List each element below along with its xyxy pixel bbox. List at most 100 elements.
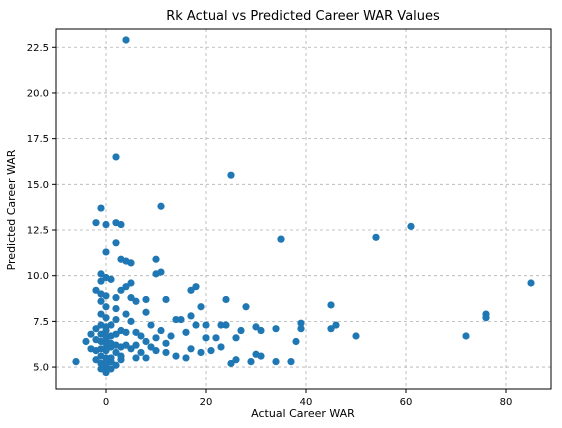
data-point <box>97 204 105 212</box>
y-axis-label: Predicted Career WAR <box>5 149 18 270</box>
data-point <box>122 328 130 336</box>
data-point <box>97 352 105 360</box>
data-point <box>102 292 110 300</box>
data-point <box>202 334 210 342</box>
data-point <box>117 286 125 294</box>
x-tick-label: 20 <box>200 397 213 408</box>
y-tick-label: 10.0 <box>27 271 49 282</box>
data-point <box>107 275 115 283</box>
data-point <box>167 332 175 340</box>
data-points <box>72 36 535 377</box>
data-point <box>117 343 125 351</box>
data-point <box>97 270 105 278</box>
data-point <box>112 348 120 357</box>
data-point <box>212 334 220 342</box>
data-point <box>327 301 335 309</box>
data-point <box>127 317 135 325</box>
x-axis-ticks: 0 20 40 60 80 <box>103 389 513 408</box>
data-point <box>217 343 225 351</box>
x-tick-label: 80 <box>500 397 513 408</box>
data-point <box>102 248 110 256</box>
data-point <box>117 220 125 229</box>
data-point <box>122 310 130 318</box>
data-point <box>197 348 205 357</box>
data-point <box>292 337 300 346</box>
data-point <box>102 220 110 229</box>
data-point <box>247 357 255 366</box>
data-point <box>132 297 140 305</box>
data-point <box>72 357 80 366</box>
data-point <box>227 359 235 368</box>
data-point <box>147 343 155 351</box>
x-tick-label: 60 <box>400 397 413 408</box>
data-point <box>217 321 225 329</box>
data-point <box>152 347 160 355</box>
data-point <box>137 332 145 340</box>
data-point <box>127 345 135 353</box>
chart-title: Rk Actual vs Predicted Career WAR Values <box>166 9 440 24</box>
data-point <box>112 315 120 324</box>
data-point <box>87 330 95 338</box>
data-point <box>527 279 535 287</box>
data-point <box>327 325 335 333</box>
x-tick-label: 40 <box>300 397 313 408</box>
data-point <box>97 365 105 373</box>
data-point <box>227 171 235 179</box>
data-point <box>92 286 100 294</box>
data-point <box>102 303 110 311</box>
data-point <box>112 361 120 369</box>
y-axis-ticks: 5.0 7.5 10.0 12.5 15.0 17.5 20.0 22.5 <box>27 43 56 374</box>
data-point <box>197 303 205 311</box>
data-point <box>97 297 105 305</box>
data-point <box>92 336 100 344</box>
data-point <box>97 277 105 285</box>
data-point <box>127 279 135 287</box>
data-point <box>137 348 145 357</box>
data-point <box>297 325 305 333</box>
x-tick-label: 0 <box>103 397 109 408</box>
data-point <box>142 354 150 362</box>
data-point <box>182 328 190 336</box>
data-point <box>122 283 130 291</box>
data-point <box>157 326 165 335</box>
data-point <box>232 334 240 342</box>
y-tick-label: 20.0 <box>27 88 49 99</box>
data-point <box>222 295 230 304</box>
y-tick-label: 22.5 <box>27 43 49 54</box>
data-point <box>142 337 150 346</box>
data-point <box>162 339 170 347</box>
data-point <box>117 352 125 360</box>
data-point <box>207 347 215 355</box>
data-point <box>257 326 265 335</box>
y-tick-label: 12.5 <box>27 226 49 237</box>
data-point <box>102 314 110 322</box>
y-tick-label: 7.5 <box>33 317 49 328</box>
data-point <box>192 283 200 291</box>
data-point <box>92 325 100 333</box>
x-axis-label: Actual Career WAR <box>251 407 355 420</box>
data-point <box>152 270 160 278</box>
data-point <box>97 310 105 318</box>
data-point <box>142 295 150 304</box>
data-point <box>372 233 380 241</box>
data-point <box>102 326 110 335</box>
data-point <box>187 345 195 353</box>
y-tick-label: 15.0 <box>27 180 49 191</box>
data-point <box>92 356 100 364</box>
data-point <box>82 337 90 346</box>
data-point <box>112 239 120 247</box>
plot-area-frame <box>55 28 552 390</box>
data-point <box>132 354 140 362</box>
data-point <box>147 321 155 329</box>
data-point <box>162 295 170 304</box>
data-point <box>177 315 185 324</box>
y-tick-label: 5.0 <box>33 363 49 374</box>
data-point <box>97 330 105 338</box>
data-point <box>132 341 140 349</box>
data-point <box>407 222 415 230</box>
data-point <box>92 219 100 227</box>
data-point <box>287 357 295 366</box>
data-point <box>242 303 250 311</box>
